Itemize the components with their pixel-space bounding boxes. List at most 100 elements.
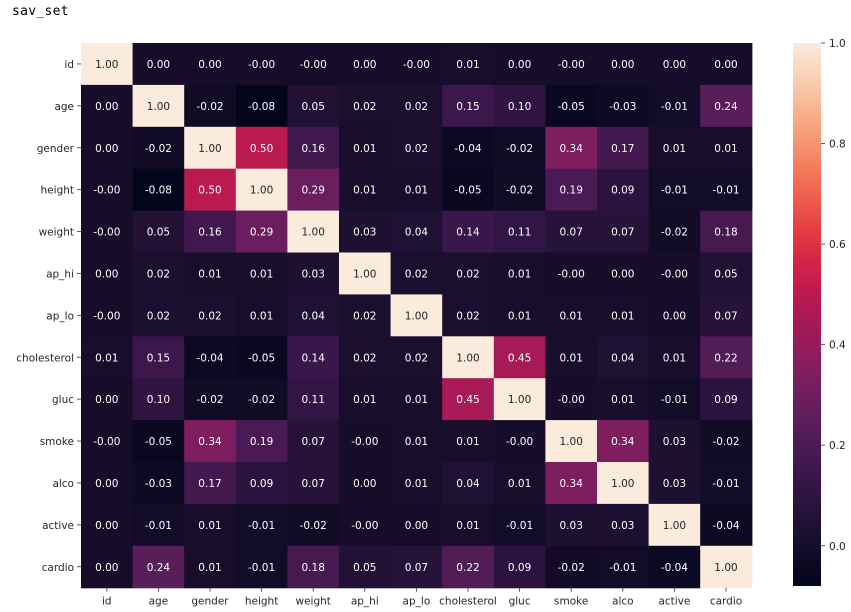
heatmap-value-smoke-height: 0.19 — [250, 436, 273, 448]
heatmap-cell-cholesterol-smoke — [545, 336, 598, 379]
heatmap-cell-age-cholesterol — [442, 84, 495, 128]
heatmap-cell-active-ap_hi — [339, 503, 392, 547]
heatmap-cell-gluc-weight — [287, 378, 340, 421]
heatmap-value-weight-cholesterol: 0.14 — [456, 227, 480, 239]
heatmap-cell-cardio-gender — [184, 545, 237, 589]
heatmap-cell-height-ap_lo — [390, 168, 443, 212]
heatmap-value-age-ap_lo: 0.02 — [405, 101, 428, 113]
y-tick-label-id: id — [64, 59, 74, 71]
heatmap-value-alco-height: 0.09 — [250, 478, 273, 490]
heatmap-cell-alco-gluc — [493, 462, 546, 505]
heatmap-cell-age-alco — [597, 84, 650, 128]
heatmap-cell-cholesterol-age — [132, 336, 185, 379]
y-tick-label-ap_lo: ap_lo — [46, 310, 74, 322]
heatmap-cell-gender-age — [132, 126, 185, 170]
heatmap-cell-gender-gluc — [493, 126, 546, 170]
heatmap-value-ap_lo-active: 0.00 — [663, 310, 686, 322]
colorbar-tick-label-0.0: 0.0 — [829, 541, 846, 553]
heatmap-cell-gender-active — [648, 126, 701, 170]
heatmap-cell-smoke-cardio — [700, 420, 753, 463]
heatmap-cell-age-ap_hi — [339, 84, 392, 128]
y-tick-label-height: height — [41, 185, 74, 197]
heatmap-cell-alco-smoke — [545, 462, 598, 505]
heatmap-cell-height-smoke — [545, 168, 598, 212]
heatmap-value-age-gender: -0.02 — [196, 101, 223, 113]
heatmap-value-weight-id: -0.00 — [93, 227, 120, 239]
heatmap-cell-active-cholesterol — [442, 503, 495, 547]
heatmap-value-ap_hi-gluc: 0.01 — [508, 268, 531, 280]
heatmap-value-age-weight: 0.05 — [302, 101, 325, 113]
heatmap-cell-age-weight — [287, 84, 340, 128]
heatmap-value-gluc-active: -0.01 — [661, 394, 688, 406]
heatmap-cell-gluc-ap_hi — [339, 378, 392, 421]
heatmap-value-ap_hi-ap_hi: 1.00 — [353, 268, 376, 280]
heatmap-cell-cholesterol-active — [648, 336, 701, 379]
heatmap-cell-alco-weight — [287, 462, 340, 505]
heatmap-value-cardio-age: 0.24 — [147, 562, 171, 574]
x-tick-label-cholesterol: cholesterol — [439, 596, 497, 608]
heatmap-cell-weight-gluc — [493, 210, 546, 254]
heatmap-value-gluc-id: 0.00 — [95, 394, 118, 406]
heatmap-cell-smoke-ap_hi — [339, 420, 392, 463]
heatmap-value-gender-height: 0.50 — [250, 143, 273, 155]
heatmap-value-active-smoke: 0.03 — [560, 520, 583, 532]
heatmap-value-alco-ap_lo: 0.01 — [405, 478, 428, 490]
heatmap-value-gender-gender: 1.00 — [198, 143, 221, 155]
heatmap-value-alco-age: -0.03 — [145, 478, 172, 490]
heatmap-cell-smoke-gluc — [493, 420, 546, 463]
heatmap-cell-gluc-ap_lo — [390, 378, 443, 421]
heatmap-value-active-id: 0.00 — [95, 520, 118, 532]
heatmap-cell-height-gluc — [493, 168, 546, 212]
x-tick-label-smoke: smoke — [554, 596, 588, 608]
heatmap-cell-height-active — [648, 168, 701, 212]
heatmap-value-id-ap_lo: -0.00 — [403, 59, 430, 71]
heatmap-cell-cardio-alco — [597, 545, 650, 589]
heatmap-cell-age-gender — [184, 84, 237, 128]
heatmap-value-id-age: 0.00 — [147, 59, 170, 71]
heatmap-value-cholesterol-gender: -0.04 — [196, 352, 223, 364]
heatmap-cell-id-weight — [287, 43, 340, 86]
heatmap-value-ap_lo-gluc: 0.01 — [508, 310, 531, 322]
heatmap-value-ap_hi-smoke: -0.00 — [558, 268, 585, 280]
heatmap-cell-weight-active — [648, 210, 701, 254]
heatmap-cell-smoke-alco — [597, 420, 650, 463]
heatmap-cell-cholesterol-ap_lo — [390, 336, 443, 379]
heatmap-cell-cardio-height — [235, 545, 288, 589]
heatmap-cell-ap_hi-gender — [184, 252, 237, 295]
heatmap-cell-gluc-gluc — [493, 378, 546, 421]
heatmap-cell-ap_hi-smoke — [545, 252, 598, 295]
heatmap-cell-height-cardio — [700, 168, 753, 212]
heatmap-cell-gender-ap_hi — [339, 126, 392, 170]
heatmap-cell-ap_hi-age — [132, 252, 185, 295]
heatmap-cell-ap_hi-ap_hi — [339, 252, 392, 295]
heatmap-value-ap_lo-cardio: 0.07 — [714, 310, 737, 322]
page-heading: sav_set — [12, 4, 69, 19]
y-tick-label-gluc: gluc — [52, 394, 74, 406]
heatmap-value-smoke-alco: 0.34 — [611, 436, 635, 448]
heatmap-value-cardio-gender: 0.01 — [198, 562, 221, 574]
heatmap-cell-active-active — [648, 503, 701, 547]
heatmap-value-ap_lo-smoke: 0.01 — [560, 310, 583, 322]
heatmap-value-gluc-weight: 0.11 — [302, 394, 325, 406]
heatmap-value-alco-active: 0.03 — [663, 478, 686, 490]
heatmap-cell-cholesterol-cholesterol — [442, 336, 495, 379]
heatmap-value-height-active: -0.01 — [661, 185, 688, 197]
heatmap-cell-weight-ap_lo — [390, 210, 443, 254]
heatmap-value-age-ap_hi: 0.02 — [353, 101, 376, 113]
heatmap-cell-id-id — [81, 43, 134, 86]
heatmap-cell-ap_hi-cardio — [700, 252, 753, 295]
heatmap-cell-smoke-age — [132, 420, 185, 463]
heatmap-cell-cardio-cardio — [700, 545, 753, 589]
colorbar-tick-label-1.0: 1.0 — [829, 38, 846, 50]
heatmap-value-ap_hi-ap_lo: 0.02 — [405, 268, 428, 280]
heatmap-value-smoke-age: -0.05 — [145, 436, 172, 448]
heatmap-cell-cholesterol-height — [235, 336, 288, 379]
heatmap-cell-weight-height — [235, 210, 288, 254]
heatmap-value-height-alco: 0.09 — [611, 185, 634, 197]
heatmap-value-age-cardio: 0.24 — [714, 101, 738, 113]
heatmap-cell-cardio-ap_lo — [390, 545, 443, 589]
y-tick-label-smoke: smoke — [40, 436, 74, 448]
heatmap-cell-age-smoke — [545, 84, 598, 128]
heatmap-cell-alco-age — [132, 462, 185, 505]
heatmap-value-cholesterol-active: 0.01 — [663, 352, 686, 364]
